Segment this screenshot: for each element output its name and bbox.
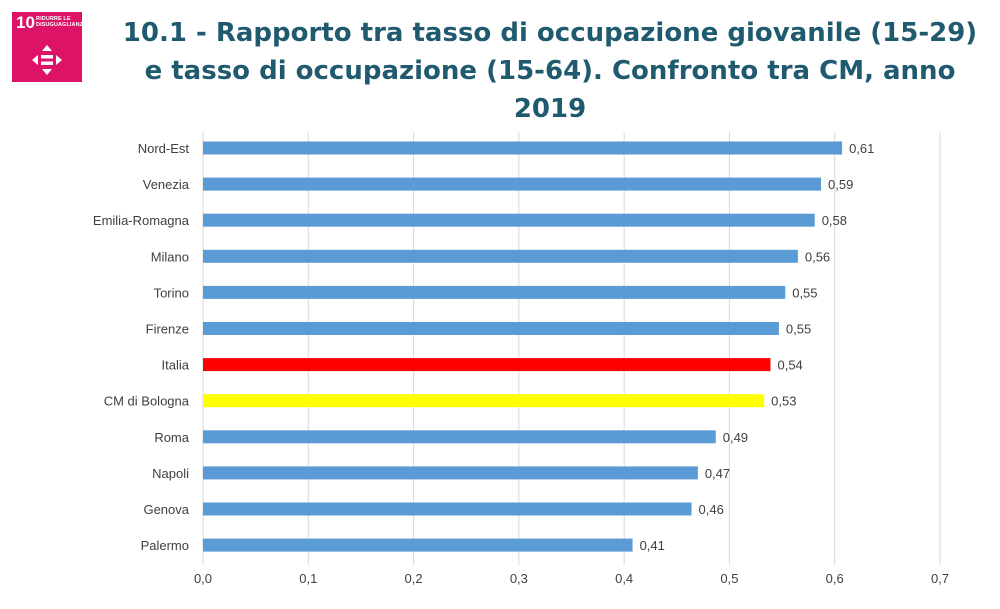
bar — [203, 538, 633, 552]
labels: 0,0 0,1 0,2 0,3 0,4 0,5 0,6 0,7 Nord-Est 0,61 Vene… — [93, 141, 949, 586]
data-label: 0,41 — [640, 538, 665, 553]
data-label: 0,47 — [705, 466, 730, 481]
data-label: 0,58 — [822, 213, 847, 228]
bar — [203, 213, 815, 227]
category-label: Genova — [143, 502, 189, 517]
bar — [203, 394, 765, 408]
category-label: Venezia — [143, 177, 190, 192]
bar — [203, 466, 698, 480]
chart-title: 10.1 - Rapporto tra tasso di occupazione… — [122, 18, 978, 124]
data-label: 0,46 — [699, 502, 724, 517]
category-label: Firenze — [146, 322, 189, 337]
data-label: 0,49 — [723, 430, 748, 445]
bar — [203, 249, 798, 263]
data-label: 0,61 — [849, 141, 874, 156]
x-tick-label: 0,5 — [720, 571, 738, 586]
category-label: Palermo — [141, 538, 189, 553]
data-label: 0,54 — [777, 358, 802, 373]
x-tick-label: 0,1 — [299, 571, 317, 586]
category-label: Emilia-Romagna — [93, 213, 190, 228]
x-tick-label: 0,3 — [510, 571, 528, 586]
category-label: Torino — [154, 285, 189, 300]
data-label: 0,59 — [828, 177, 853, 192]
x-tick-label: 0,0 — [194, 571, 212, 586]
bar — [203, 358, 771, 372]
x-tick-label: 0,2 — [405, 571, 423, 586]
x-tick-label: 0,7 — [931, 571, 949, 586]
data-label: 0,56 — [805, 249, 830, 264]
sdg-goal-text: RIDURRE LE DISUGUAGLIANZE — [36, 16, 87, 28]
x-tick-label: 0,6 — [826, 571, 844, 586]
bars — [203, 141, 843, 552]
category-label: CM di Bologna — [104, 394, 190, 409]
category-label: Italia — [162, 358, 190, 373]
equality-icon — [32, 45, 62, 75]
category-label: Napoli — [152, 466, 189, 481]
bar — [203, 285, 786, 299]
sdg-goal-number: 10 — [16, 13, 35, 32]
bar — [203, 502, 692, 516]
bar — [203, 430, 716, 444]
category-label: Milano — [151, 249, 189, 264]
data-label: 0,55 — [792, 285, 817, 300]
category-label: Nord-Est — [138, 141, 190, 156]
data-label: 0,53 — [771, 394, 796, 409]
category-label: Roma — [154, 430, 189, 445]
x-tick-label: 0,4 — [615, 571, 633, 586]
data-label: 0,55 — [786, 322, 811, 337]
grid-lines — [202, 132, 941, 565]
sdg-10-badge: 10 RIDURRE LE DISUGUAGLIANZE — [12, 12, 87, 82]
bar — [203, 322, 779, 335]
bar — [203, 177, 822, 191]
bar — [203, 141, 843, 155]
